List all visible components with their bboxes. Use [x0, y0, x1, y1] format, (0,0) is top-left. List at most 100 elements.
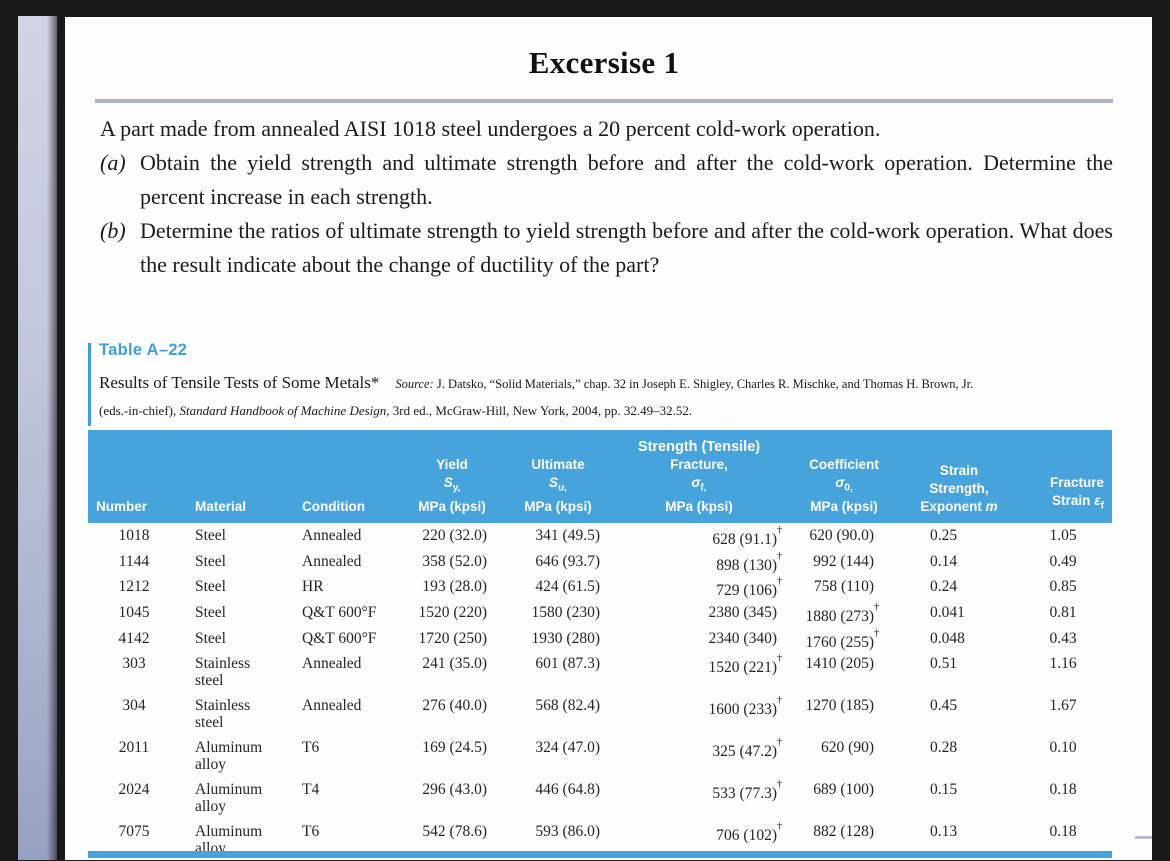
title-divider	[95, 99, 1113, 103]
cell-fracture-strength: 628 (91.1)†	[712, 525, 783, 549]
cell-fracture-strain: 0.49	[1049, 552, 1077, 570]
cell-strain-exponent: 0.51	[930, 655, 958, 673]
cell-strain-exponent: 0.28	[930, 739, 958, 757]
problem-item-b: (b) Determine the ratios of ultimate str…	[100, 214, 1113, 282]
table-row: 1144 Steel Annealed 358 (52.0) 646 (93.7…	[88, 549, 1112, 575]
cell-coefficient: 882 (128)	[813, 823, 874, 841]
cell-ultimate-strength: 593 (86.0)	[535, 823, 600, 841]
cell-condition: T6	[302, 823, 320, 841]
cell-fracture-strength: 729 (106)†	[716, 576, 783, 600]
left-margin-strip	[18, 16, 57, 860]
table-caption-title: Results of Tensile Tests of Some Metals*	[99, 373, 380, 392]
table-bottom-rule	[88, 851, 1112, 858]
cell-fracture-strain: 0.81	[1049, 603, 1077, 621]
cell-number: 304	[122, 697, 146, 715]
cell-strain-exponent: 0.13	[930, 823, 958, 841]
cell-coefficient: 1880 (273)†	[805, 601, 880, 626]
cell-fracture-strain: 0.85	[1049, 578, 1077, 596]
slide-page: Excersise 1 A part made from annealed AI…	[65, 17, 1152, 860]
col-header-coefficient: Coefficient σ0, MPa (kpsi)	[784, 430, 904, 523]
cell-strain-exponent: 0.14	[930, 552, 958, 570]
cell-material: Steel	[195, 578, 226, 596]
table-label: Table A–22	[99, 341, 188, 359]
cell-ultimate-strength: 424 (61.5)	[535, 578, 600, 596]
cell-strain-exponent: 0.15	[930, 781, 958, 799]
cell-fracture-strain: 0.18	[1049, 823, 1077, 841]
page-title: Excersise 1	[528, 45, 680, 80]
caption-line2-pre: (eds.-in-chief),	[99, 403, 180, 418]
cell-number: 1018	[118, 527, 150, 544]
cell-strain-exponent: 0.041	[930, 603, 965, 621]
cell-coefficient: 620 (90)	[821, 739, 874, 757]
col-header-yield: Yield Sy, MPa (kpsi)	[402, 430, 502, 523]
cell-number: 7075	[118, 823, 150, 841]
table-caption: Results of Tensile Tests of Some Metals*…	[99, 373, 1111, 393]
cell-condition: Annealed	[302, 527, 362, 544]
table-row: 1212 Steel HR 193 (28.0) 424 (61.5) 729 …	[88, 574, 1112, 600]
header-group-strength-tensile: Strength (Tensile)	[637, 439, 761, 456]
table-row: 1018 Steel Annealed 220 (32.0) 341 (49.5…	[88, 523, 1112, 549]
col-header-ultimate: Ultimate Su, MPa (kpsi)	[502, 430, 614, 523]
cell-yield-strength: 193 (28.0)	[422, 578, 487, 596]
col-header-fracture: Strength (Tensile) Fracture, σf, MPa (kp…	[614, 430, 784, 523]
cell-material: Steel	[195, 603, 226, 621]
cell-ultimate-strength: 568 (82.4)	[535, 697, 600, 715]
cell-strain-exponent: 0.25	[930, 527, 958, 544]
cell-material: Aluminum alloy	[195, 739, 263, 773]
table-row: 303 Stainless steel Annealed 241 (35.0) …	[88, 651, 1112, 693]
cell-fracture-strength: 2380 (345)	[708, 603, 777, 621]
cell-fracture-strain: 1.67	[1049, 697, 1077, 715]
cell-yield-strength: 296 (43.0)	[422, 781, 487, 799]
cell-condition: Annealed	[302, 552, 362, 570]
col-header-number: Number	[88, 430, 180, 523]
cell-yield-strength: 241 (35.0)	[422, 655, 487, 673]
col-header-material: Material	[180, 430, 292, 523]
table-row: 1045 Steel Q&T 600°F 1520 (220) 1580 (23…	[88, 600, 1112, 626]
cell-material: Steel	[195, 527, 226, 544]
cell-number: 4142	[118, 629, 150, 647]
cell-ultimate-strength: 324 (47.0)	[535, 739, 600, 757]
scroll-indicator	[1135, 836, 1152, 839]
table-row: 2024 Aluminum alloy T4 296 (43.0) 446 (6…	[88, 777, 1112, 819]
cell-strain-exponent: 0.24	[930, 578, 958, 596]
col-header-fracture-strain: Fracture Strain εf	[1014, 430, 1112, 523]
problem-item-a: (a) Obtain the yield strength and ultima…	[100, 146, 1113, 214]
cell-coefficient: 1410 (205)	[805, 655, 874, 673]
cell-fracture-strain: 0.10	[1049, 739, 1077, 757]
cell-fracture-strength: 533 (77.3)†	[712, 779, 783, 803]
cell-condition: Annealed	[302, 697, 362, 715]
cell-condition: HR	[302, 578, 324, 596]
item-text-a: Obtain the yield strength and ultimate s…	[140, 150, 1113, 209]
table-row: 304 Stainless steel Annealed 276 (40.0) …	[88, 693, 1112, 735]
cell-yield-strength: 358 (52.0)	[422, 552, 487, 570]
cell-fracture-strength: 325 (47.2)†	[712, 737, 783, 761]
cell-number: 1212	[118, 578, 150, 596]
cell-strain-exponent: 0.048	[930, 629, 965, 647]
table-caption-source: Source: J. Datsko, “Solid Materials,” ch…	[395, 377, 973, 391]
col-header-condition: Condition	[292, 430, 402, 523]
cell-yield-strength: 276 (40.0)	[422, 697, 487, 715]
table-row: 7075 Aluminum alloy T6 542 (78.6) 593 (8…	[88, 819, 1112, 861]
cell-number: 2011	[118, 739, 150, 757]
cell-number: 2024	[118, 781, 150, 799]
cell-material: Stainless steel	[195, 655, 251, 689]
table-header: Number Material Condition Yield Sy, MPa …	[88, 430, 1112, 523]
item-marker-b: (b)	[100, 218, 126, 243]
cell-ultimate-strength: 446 (64.8)	[535, 781, 600, 799]
cell-condition: Annealed	[302, 655, 362, 673]
cell-material: Steel	[195, 552, 226, 570]
cell-material: Stainless steel	[195, 697, 251, 731]
problem-statement: A part made from annealed AISI 1018 stee…	[100, 112, 1113, 282]
source-text: J. Datsko, “Solid Materials,” chap. 32 i…	[436, 377, 974, 391]
cell-fracture-strain: 1.05	[1049, 527, 1077, 544]
cell-yield-strength: 1720 (250)	[418, 629, 487, 647]
cell-number: 1045	[118, 603, 150, 621]
tensile-test-table: Number Material Condition Yield Sy, MPa …	[88, 430, 1112, 861]
cell-yield-strength: 1520 (220)	[418, 603, 487, 621]
cell-fracture-strength: 898 (130)†	[716, 550, 783, 574]
cell-coefficient: 758 (110)	[813, 578, 874, 596]
cell-fracture-strength: 1600 (233)†	[708, 695, 783, 719]
cell-coefficient: 689 (100)	[813, 781, 874, 799]
caption-book-title: Standard Handbook of Machine Design,	[179, 403, 390, 418]
cell-yield-strength: 542 (78.6)	[422, 823, 487, 841]
